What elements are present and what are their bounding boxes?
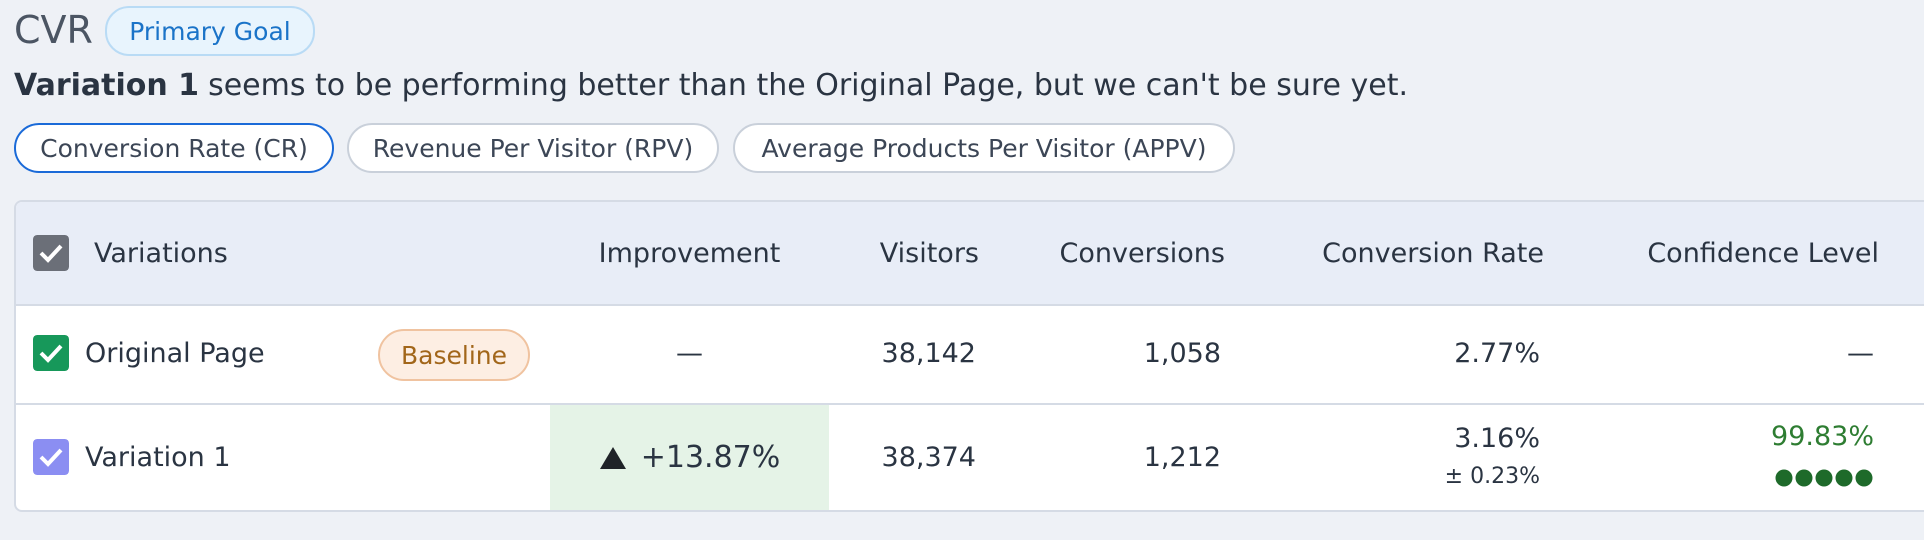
tab[interactable]: Average Products Per Visitor (APPV) xyxy=(733,123,1235,173)
improvement-cell: +13.87% xyxy=(550,405,829,510)
conversions: 1,212 xyxy=(1143,442,1221,473)
column-header: Conversions xyxy=(1059,237,1225,269)
visitors: 38,374 xyxy=(881,442,976,473)
summary: Variation 1 seems to be performing better… xyxy=(14,68,1408,103)
margin: ± 0.23% xyxy=(1444,464,1540,489)
improvement: — xyxy=(676,338,703,369)
confidence-dots xyxy=(1775,469,1873,487)
column-header: Improvement xyxy=(598,237,781,269)
conversions: 1,058 xyxy=(1143,338,1221,369)
results-table: Variations Improvement Visitors Conversi… xyxy=(14,200,1924,512)
tab[interactable]: Conversion Rate (CR) xyxy=(14,123,334,173)
confidence: 99.83% xyxy=(1771,421,1874,452)
conversion-rate: 2.77% xyxy=(1454,338,1540,369)
baseline-badge: Baseline xyxy=(378,329,530,381)
conversion-rate: 3.16% xyxy=(1454,423,1540,454)
column-header: Variations xyxy=(94,237,228,269)
up-arrow xyxy=(599,446,626,469)
variation-name: Original Page xyxy=(85,338,265,369)
confidence: — xyxy=(1847,338,1874,369)
row: Original Page Baseline — 38,142 1,058 2.… xyxy=(16,304,1924,405)
goal-badge: Primary Goal xyxy=(105,6,315,56)
summary-text: seems to be performing better than the O… xyxy=(208,68,1409,103)
summary-emphasis: Variation 1 xyxy=(14,68,200,103)
tab[interactable]: Revenue Per Visitor (RPV) xyxy=(347,123,719,173)
column-header: Visitors xyxy=(879,237,979,269)
select-all-checkbox[interactable] xyxy=(33,235,69,271)
variation-name: Variation 1 xyxy=(85,442,231,473)
metric-title: CVR xyxy=(14,8,93,52)
row: Variation 1 +13.87% 38,374 1,212 3.16% ±… xyxy=(16,405,1924,510)
row-checkbox[interactable] xyxy=(33,439,69,475)
visitors: 38,142 xyxy=(881,338,976,369)
column-header: Confidence Level xyxy=(1647,237,1879,269)
improvement: +13.87% xyxy=(640,440,781,475)
header-row: Variations Improvement Visitors Conversi… xyxy=(16,202,1924,306)
column-header: Conversion Rate xyxy=(1322,237,1544,269)
row-checkbox[interactable] xyxy=(33,335,69,371)
